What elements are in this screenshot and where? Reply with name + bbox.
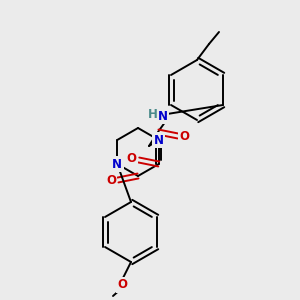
Text: H: H [148,109,158,122]
Text: O: O [106,175,116,188]
Text: O: O [179,130,189,142]
Text: O: O [117,278,127,292]
Text: O: O [127,152,137,166]
Text: N: N [154,134,164,146]
Text: N: N [112,158,122,170]
Text: N: N [158,110,168,122]
